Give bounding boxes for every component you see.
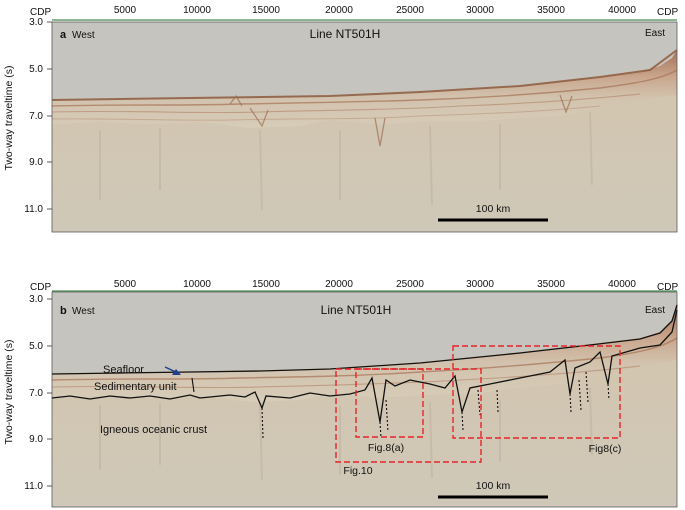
cdp-label-left-b: CDP — [30, 282, 51, 293]
line-title-b: Line NT501H — [321, 303, 392, 317]
seafloor-arrow-icon — [164, 366, 181, 375]
east-label-a: East — [645, 28, 665, 39]
panel-letter-a: a — [60, 29, 67, 41]
cdp-label-right-a: CDP — [657, 7, 678, 18]
scale-label-a: 100 km — [476, 203, 511, 215]
cdp-tick-label: 30000 — [466, 279, 494, 290]
twt-tick-label: 9.0 — [29, 157, 43, 168]
twt-tick-label: 11.0 — [24, 204, 43, 215]
panel-b: CDP CDP 5000 10000 15000 20000 25000 300… — [3, 279, 678, 508]
twt-tick-label: 11.0 — [24, 481, 43, 492]
seafloor-label: Seafloor — [103, 364, 144, 376]
sedimentary-label: Sedimentary unit — [94, 381, 177, 393]
scale-bar-b: 100 km — [438, 480, 548, 499]
cdp-label-right-b: CDP — [657, 282, 678, 293]
scale-bar-a: 100 km — [438, 203, 548, 222]
figure-callout-boxes — [335, 345, 621, 463]
twt-tick-label: 7.0 — [29, 388, 43, 399]
cdp-tick-label: 15000 — [252, 5, 280, 16]
west-label-b: West — [72, 306, 95, 317]
cdp-tick-label: 20000 — [325, 279, 353, 290]
y-axis-title-a: Two-way traveltime (s) — [3, 65, 15, 170]
cdp-tick-label: 5000 — [114, 279, 137, 290]
twt-tick-label: 9.0 — [29, 434, 43, 445]
fig8a-label: Fig.8(a) — [368, 442, 404, 454]
cdp-tick-label: 40000 — [608, 279, 636, 290]
y-axis-title-b: Two-way traveltime (s) — [3, 339, 15, 444]
cdp-tick-label: 10000 — [183, 279, 211, 290]
twt-tick-label: 7.0 — [29, 111, 43, 122]
fig10-label: Fig.10 — [343, 465, 372, 477]
crust-label: Igneous oceanic crust — [100, 424, 207, 436]
fig8a-box — [355, 368, 424, 438]
line-title-a: Line NT501H — [310, 27, 381, 41]
cdp-tick-label: 10000 — [183, 5, 211, 16]
cdp-label-left-a: CDP — [30, 7, 51, 18]
basement-line — [51, 309, 678, 423]
cdp-tick-label: 25000 — [396, 279, 424, 290]
cdp-tick-label: 35000 — [537, 279, 565, 290]
fig8c-box — [452, 345, 621, 439]
seismic-image-a — [51, 21, 678, 233]
twt-axis-a: 3.0 5.0 7.0 9.0 11.0 Two-way traveltime … — [3, 17, 52, 215]
fig10-box — [335, 368, 482, 463]
cdp-tick-label: 5000 — [114, 5, 137, 16]
west-label-a: West — [72, 30, 95, 41]
cdp-tick-label: 25000 — [396, 5, 424, 16]
fig8c-label: Fig8(c) — [589, 443, 622, 455]
cdp-tick-label: 30000 — [466, 5, 494, 16]
cdp-axis-b: CDP CDP 5000 10000 15000 20000 25000 300… — [30, 279, 678, 293]
twt-tick-label: 5.0 — [29, 341, 43, 352]
twt-tick-label: 3.0 — [29, 17, 43, 28]
cdp-tick-label: 15000 — [252, 279, 280, 290]
scale-label-b: 100 km — [476, 480, 511, 492]
east-label-b: East — [645, 305, 665, 316]
cdp-tick-label: 40000 — [608, 5, 636, 16]
cdp-tick-label: 20000 — [325, 5, 353, 16]
panel-a: CDP CDP 5000 10000 15000 20000 25000 300… — [3, 5, 678, 233]
twt-tick-label: 3.0 — [29, 294, 43, 305]
twt-axis-b: 3.0 5.0 7.0 9.0 11.0 Two-way traveltime … — [3, 294, 52, 492]
twt-tick-label: 5.0 — [29, 64, 43, 75]
panel-letter-b: b — [60, 305, 67, 317]
cdp-axis-a: CDP CDP 5000 10000 15000 20000 25000 300… — [30, 5, 678, 21]
cdp-tick-label: 35000 — [537, 5, 565, 16]
